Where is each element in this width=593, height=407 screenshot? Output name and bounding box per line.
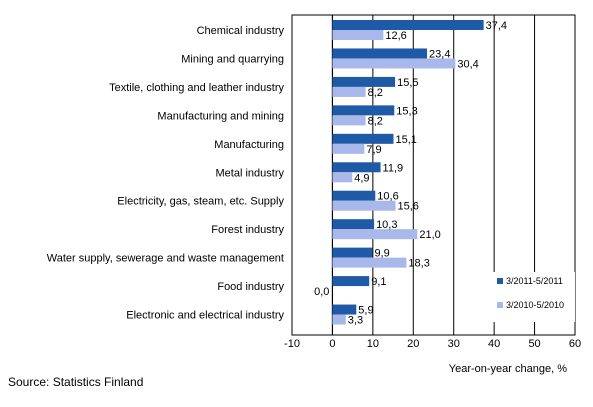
legend: 3/2011-5/2011 3/2010-5/2010: [493, 272, 575, 322]
data-label: 23,4: [429, 48, 450, 60]
category-label: Textile, clothing and leather industry: [109, 82, 284, 94]
x-tick-label: 20: [407, 338, 419, 350]
bar-series-2: [332, 30, 384, 40]
bar-series-2: [332, 115, 366, 126]
data-label: 10,3: [376, 219, 397, 231]
category-label: Water supply, sewerage and waste managem…: [47, 253, 284, 265]
data-label: 4,9: [354, 172, 369, 184]
category-label: Electricity, gas, steam, etc. Supply: [117, 196, 284, 208]
bar-series-2: [332, 229, 418, 240]
data-label: 30,4: [457, 58, 478, 70]
x-tick-label: 30: [448, 338, 460, 350]
bar-series-1: [332, 304, 357, 315]
data-label: 10,6: [377, 191, 398, 203]
category-label: Food industry: [217, 281, 284, 293]
legend-swatch: [497, 302, 503, 308]
bar-series-1: [332, 190, 376, 201]
legend-box: [493, 272, 575, 322]
bars: [332, 20, 484, 325]
bar-series-2: [332, 58, 456, 69]
data-label: 8,2: [368, 87, 383, 99]
data-label: 3,3: [348, 315, 363, 327]
x-tick-label: 10: [367, 338, 379, 350]
bar-series-2: [332, 257, 407, 268]
x-tick-label: 40: [488, 338, 500, 350]
legend-swatch: [497, 278, 503, 284]
legend-label: 3/2011-5/2011: [506, 276, 563, 286]
value-labels: 37,4 12,6 23,4 30,4 15,5 8,2 15,3 8,2 15,1 7,911,…: [314, 20, 507, 327]
bar-series-1: [332, 247, 373, 258]
data-label: 9,9: [374, 248, 389, 260]
bar-series-2: [332, 314, 346, 325]
category-label: Manufacturing: [214, 139, 284, 151]
data-label: 21,0: [419, 229, 440, 241]
bar-series-1: [332, 20, 484, 30]
data-label: 9,1: [371, 276, 386, 288]
source-note: Source: Statistics Finland: [8, 375, 144, 389]
x-axis-label: Year-on-year change, %: [449, 363, 567, 375]
bar-series-1: [332, 133, 394, 144]
category-label: Manufacturing and mining: [157, 110, 284, 122]
data-label: 37,4: [486, 20, 507, 32]
data-label: 15,6: [397, 201, 418, 213]
category-label: Metal industry: [216, 167, 285, 179]
data-label: 5,9: [358, 305, 373, 317]
bar-series-1: [332, 162, 381, 173]
data-label: 15,3: [396, 105, 417, 117]
category-label: Electronic and electrical industry: [126, 310, 284, 322]
bar-series-1: [332, 48, 428, 59]
legend-label: 3/2010-5/2010: [506, 300, 564, 310]
x-tick-label: 0: [329, 338, 335, 350]
x-tick-label: 60: [569, 338, 581, 350]
x-tick-label: 50: [528, 338, 540, 350]
data-label: 8,2: [368, 115, 383, 127]
x-tick-label: -10: [284, 338, 300, 350]
bar-series-1: [332, 219, 375, 230]
data-label: 0,0: [314, 286, 329, 298]
data-label: 12,6: [385, 30, 406, 42]
category-label: Chemical industry: [197, 25, 285, 37]
x-tick-labels: -10 0 10 20 30 40 50 60: [284, 338, 581, 350]
data-label: 15,1: [395, 134, 416, 146]
data-label: 15,5: [397, 77, 418, 89]
bar-series-1: [332, 276, 370, 287]
bar-series-2: [332, 86, 366, 97]
bar-series-2: [332, 200, 396, 211]
category-labels: Chemical industry Mining and quarrying Tex…: [47, 25, 285, 322]
bar-series-2: [332, 172, 353, 183]
data-label: 7,9: [366, 144, 381, 156]
data-label: 18,3: [408, 258, 429, 270]
bar-series-2: [332, 143, 365, 154]
bar-series-1: [332, 105, 395, 116]
category-label: Forest industry: [211, 224, 284, 236]
data-label: 11,9: [383, 162, 404, 174]
category-label: Mining and quarrying: [181, 53, 284, 65]
bar-series-1: [332, 76, 396, 87]
